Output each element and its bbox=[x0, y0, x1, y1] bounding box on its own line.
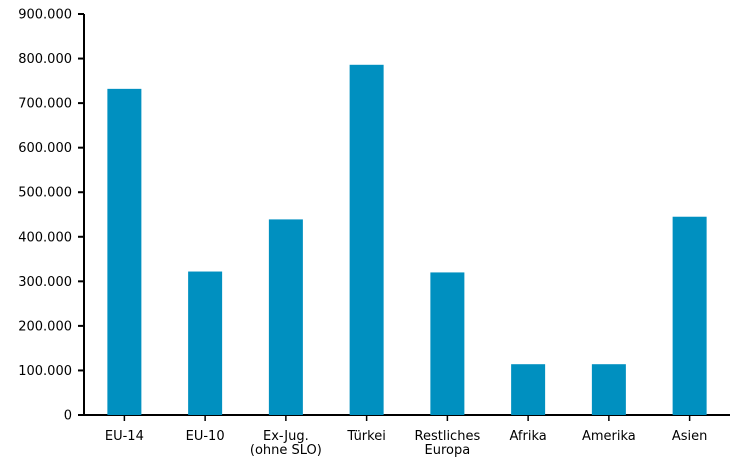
x-tick-label: Amerika bbox=[582, 429, 636, 444]
x-tick-label-line: Amerika bbox=[582, 429, 636, 444]
bar bbox=[349, 64, 384, 415]
x-tick-label: EU-14 bbox=[105, 429, 144, 444]
x-tick-label: Asien bbox=[672, 429, 708, 444]
x-tick-label-line: (ohne SLO) bbox=[250, 443, 322, 458]
x-tick-label-line: Asien bbox=[672, 429, 708, 444]
x-tick-label-line: Europa bbox=[425, 443, 471, 458]
x-tick-label-line: Türkei bbox=[346, 429, 385, 444]
y-tick-label: 900.000 bbox=[18, 8, 72, 23]
y-tick-label: 600.000 bbox=[18, 141, 72, 156]
x-labels: EU-14 EU-10 Ex-Jug. (ohne SLO) Türkei Restlic… bbox=[105, 429, 707, 458]
x-tick-label: Türkei bbox=[346, 429, 385, 444]
bar bbox=[188, 271, 223, 415]
x-tick-label: Restliches Europa bbox=[415, 429, 481, 458]
x-tick-label: Afrika bbox=[510, 429, 547, 444]
x-tick-label-line: Restliches bbox=[415, 429, 481, 444]
axes bbox=[78, 14, 730, 416]
bar bbox=[511, 364, 546, 415]
x-tick-label-line: Ex-Jug. bbox=[263, 429, 309, 444]
y-tick-label: 400.000 bbox=[18, 230, 72, 245]
y-tick-label: 100.000 bbox=[18, 364, 72, 379]
x-tick-label-line: EU-14 bbox=[105, 429, 144, 444]
bars bbox=[107, 64, 707, 415]
y-tick-label: 500.000 bbox=[18, 186, 72, 201]
bar bbox=[107, 88, 142, 415]
bar bbox=[268, 219, 303, 415]
x-tick-label: Ex-Jug. (ohne SLO) bbox=[250, 429, 322, 458]
bar bbox=[672, 216, 707, 415]
bar bbox=[591, 364, 626, 415]
x-tick-label: EU-10 bbox=[186, 429, 225, 444]
x-tick-label-line: EU-10 bbox=[186, 429, 225, 444]
x-tick-label-line: Afrika bbox=[510, 429, 547, 444]
bar bbox=[430, 272, 465, 415]
y-ticks: 0 100.000 200.000 300.000 400.000 500.000 600.… bbox=[18, 8, 691, 424]
y-tick-label: 800.000 bbox=[18, 52, 72, 67]
y-tick-label: 200.000 bbox=[18, 319, 72, 334]
y-tick-label: 700.000 bbox=[18, 97, 72, 112]
y-tick-label: 0 bbox=[64, 409, 72, 424]
y-tick-label: 300.000 bbox=[18, 275, 72, 290]
